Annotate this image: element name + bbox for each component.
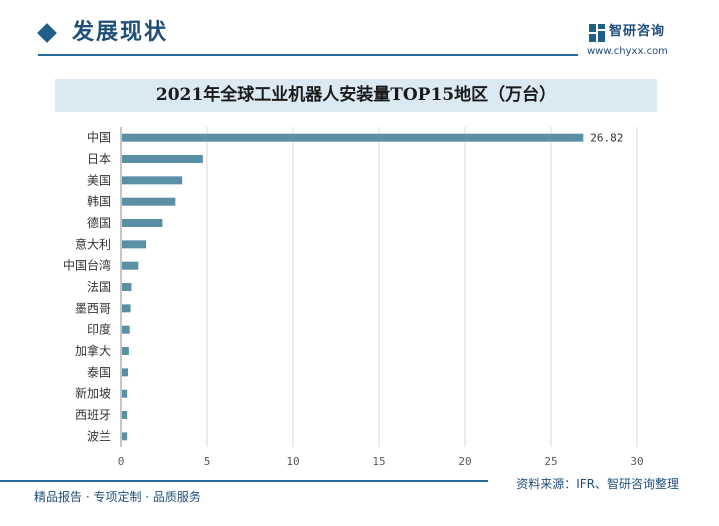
- category-label: 意大利: [75, 236, 111, 251]
- category-label: 中国: [87, 130, 111, 145]
- category-label: 法国: [87, 280, 111, 294]
- category-label: 西班牙: [75, 408, 111, 422]
- chart-title-band: [55, 79, 657, 112]
- x-tick-label: 15: [372, 455, 385, 468]
- category-label: 日本: [87, 152, 111, 166]
- bar: [122, 432, 128, 441]
- chart-title: 2021年全球工业机器人安装量TOP15地区（万台）: [155, 85, 557, 105]
- category-label: 印度: [87, 322, 111, 337]
- bar: [122, 389, 128, 398]
- category-label: 德国: [87, 215, 111, 230]
- category-label: 美国: [87, 173, 111, 187]
- x-tick-label: 25: [544, 455, 557, 468]
- bar: [122, 176, 183, 185]
- x-tick-label: 30: [630, 455, 643, 468]
- x-tick-label: 20: [458, 455, 471, 468]
- brand-logo-icon: [589, 24, 605, 42]
- category-label: 韩国: [87, 194, 111, 209]
- x-tick-label: 10: [286, 455, 299, 468]
- section-title: 发展现状: [72, 20, 169, 45]
- category-label: 泰国: [87, 365, 111, 379]
- category-label: 加拿大: [75, 343, 111, 358]
- category-label: 新加坡: [75, 386, 111, 401]
- x-tick-label: 5: [204, 455, 211, 468]
- header-divider: [38, 54, 578, 56]
- category-label: 墨西哥: [75, 301, 111, 315]
- bar: [122, 197, 176, 206]
- bar: [122, 133, 584, 142]
- x-tick-label: 0: [118, 455, 125, 468]
- footer-tagline: 精品报告 · 专项定制 · 品质服务: [34, 490, 201, 504]
- brand-url: www.chyxx.com: [587, 46, 668, 57]
- category-label: 波兰: [87, 429, 111, 443]
- bar: [122, 368, 129, 377]
- bar: [122, 347, 129, 355]
- bar: [122, 261, 139, 270]
- brand-name: 智研咨询: [609, 24, 666, 39]
- bar: [122, 155, 203, 163]
- bar: [122, 325, 130, 334]
- bar: [122, 411, 128, 419]
- bar: [122, 304, 131, 313]
- source-note: 资料来源：IFR、智研咨询整理: [516, 477, 679, 491]
- category-label: 中国台湾: [63, 258, 111, 273]
- data-label: 26.82: [590, 132, 623, 145]
- footer-divider: [0, 480, 488, 482]
- bar: [122, 219, 163, 227]
- bar: [122, 283, 132, 291]
- bar: [122, 240, 147, 249]
